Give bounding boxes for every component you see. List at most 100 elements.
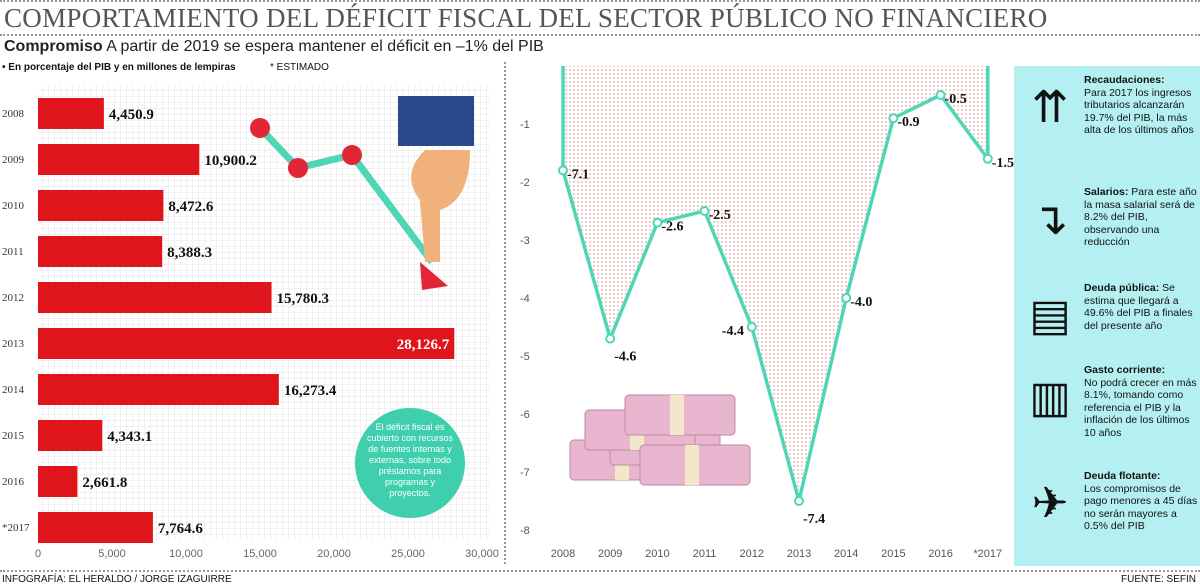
year-label: *2017 [2,522,30,534]
bar-value-label: 8,388.3 [167,245,212,261]
sidebar-item-text: Para este año la masa salarial será de 8… [1084,186,1197,248]
x-tick-label: 0 [35,548,41,560]
year-label: 2016 [2,476,25,488]
arrow-head-icon [420,262,448,290]
bar [38,466,78,497]
deficit-area [563,66,988,501]
sidebar-item-heading: Deuda flotante: [1084,470,1161,482]
deficit-line [561,66,990,502]
year-label: 2009 [598,548,622,560]
bar-value-label: 2,661.8 [82,475,127,491]
bar [38,282,272,313]
sidebar-item: Deuda flotante: Los compromisos de pago m… [1084,470,1198,533]
bar [38,98,104,129]
data-point [558,165,568,176]
x-tick-label: 30,000 [465,548,499,560]
sidebar-item: Gasto corriente: No podrá crecer en más 8… [1084,364,1198,439]
subtitle-bold: Compromiso [4,38,103,55]
data-point [652,217,663,228]
sidebar-item: Salarios: Para este año la masa salarial… [1084,186,1198,249]
pointing-hand-icon [411,150,470,262]
x-tick-label: 15,000 [243,548,277,560]
data-point [605,333,616,344]
year-label: 2010 [2,200,25,212]
point-value-label: -7.1 [567,167,589,182]
info-bubble: El déficit fiscal es cubierto con recurs… [355,408,465,518]
data-point [982,153,993,164]
money-stack-icon: ▥ [1029,373,1071,422]
bar-value-label: 16,273.4 [284,383,337,399]
sidebar-item-heading: Salarios: [1084,186,1129,198]
sidebar-item-heading: Deuda pública: [1084,282,1160,294]
estimated-note: * ESTIMADO [270,62,329,73]
data-point [699,206,710,216]
sidebar-item-heading: Gasto corriente: [1084,364,1166,376]
bar-value-label: 28,126.7 [397,337,450,353]
decorative-point [342,145,362,165]
year-label: 2010 [645,548,669,560]
bar [38,374,279,405]
point-value-label: -4.4 [722,324,744,339]
year-label: 2014 [2,384,25,396]
arrow-down-coins-icon: ↴ [1031,195,1069,244]
page-title: COMPORTAMIENTO DEL DÉFICIT FISCAL DEL SE… [4,3,1048,33]
data-point [841,293,852,303]
bar [38,420,103,451]
bar [38,328,455,359]
year-label: 2012 [2,292,24,304]
x-tick-label: 20,000 [317,548,351,560]
sidebar-item-text: No podrá crecer en más 8.1%, tomando com… [1084,376,1197,439]
bar-value-label: 8,472.6 [168,199,214,215]
year-label: 2015 [881,548,905,560]
year-label: 2008 [2,108,25,120]
sidebar-item: Recaudaciones: Para 2017 los ingresos tri… [1084,74,1198,137]
bundle-band [685,445,699,485]
point-value-label: -2.5 [709,208,731,223]
year-label: 2013 [2,338,25,350]
x-tick-label: 5,000 [98,548,126,560]
sidebar-panel: ⇈ Recaudaciones: Para 2017 los ingresos tr… [1014,66,1200,566]
subtitle: Compromiso A partir de 2019 se espera ma… [4,38,544,56]
title-divider [0,34,1200,36]
y-tick-label: -1 [520,119,530,131]
bar [38,144,200,175]
point-value-label: -1.5 [992,156,1014,171]
credit: INFOGRAFÍA: EL HERALDO / JORGE IZAGUIRRE [2,574,232,585]
data-point [888,113,899,124]
year-label: 2013 [787,548,811,560]
year-label: 2014 [834,548,858,560]
sidebar-item-text: Se estima que llegará a 49.6% del PIB a … [1084,282,1193,332]
year-label: 2008 [551,548,575,560]
bar [38,190,164,221]
y-tick-label: -4 [520,293,530,305]
year-label: 2015 [2,430,25,442]
top-divider [0,0,1200,2]
x-tick-label: 25,000 [391,548,425,560]
year-label: 2011 [693,548,717,560]
bar-value-label: 4,343.1 [107,429,152,445]
bar-value-label: 4,450.9 [109,107,154,123]
sidebar-item-text: Los compromisos de pago menores a 45 día… [1084,482,1198,533]
decorative-trend-line [257,125,435,265]
footer-divider [0,570,1200,572]
data-point [935,90,946,100]
y-tick-label: -3 [520,235,530,247]
y-tick-label: -5 [520,351,530,363]
y-tick-label: -8 [520,525,530,537]
year-label: 2011 [2,246,24,258]
sidebar-item-text: Para 2017 los ingresos tributarios alcan… [1084,86,1194,137]
point-value-label: -4.6 [614,350,636,365]
flying-money-icon: ✈ [1031,479,1069,528]
source: FUENTE: SEFIN [1120,574,1196,585]
arrows-up-coins-icon: ⇈ [1031,83,1069,132]
year-label: 2009 [2,154,25,166]
point-value-label: -2.6 [661,220,683,235]
sidebar-item: Deuda pública: Se estima que llegará a 4… [1084,282,1198,332]
point-value-label: -7.4 [803,512,825,527]
hand-sleeve-icon [398,96,474,146]
y-tick-label: -2 [520,177,530,189]
bar [38,512,153,543]
data-point [746,322,757,332]
bar [38,236,163,267]
